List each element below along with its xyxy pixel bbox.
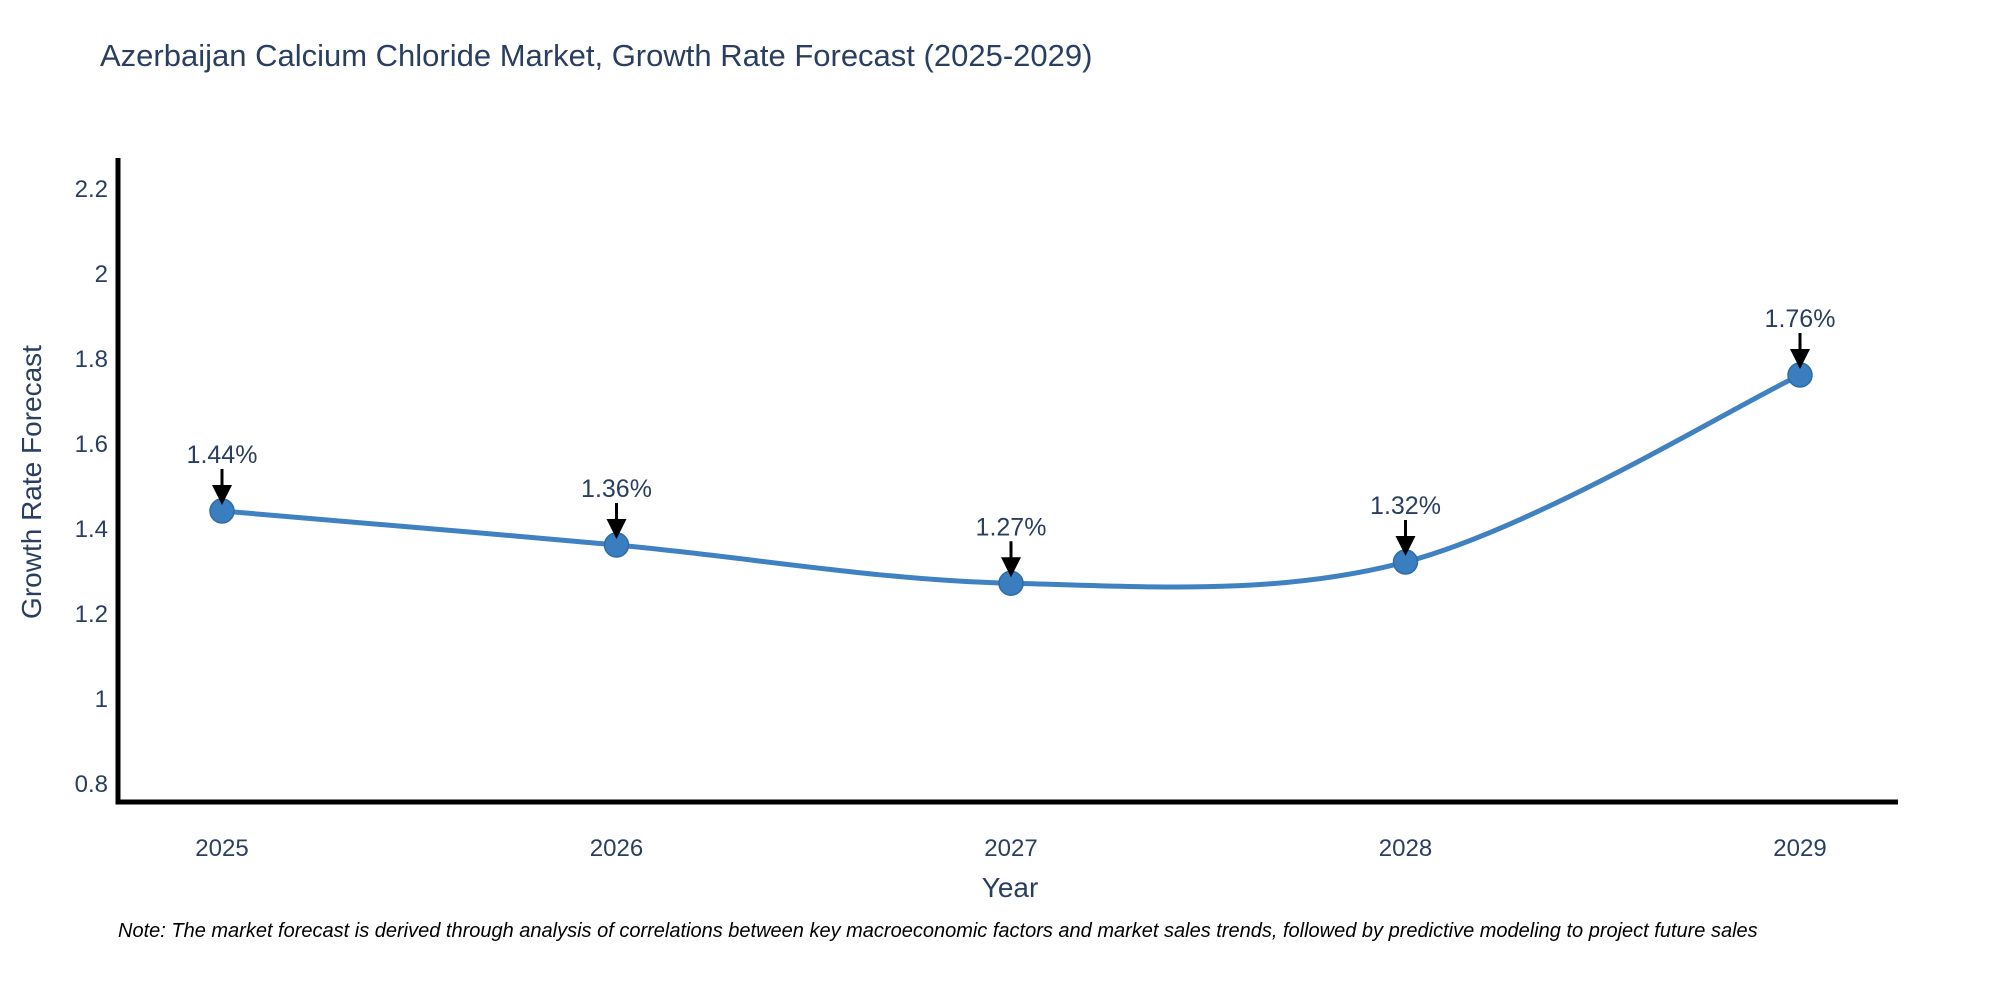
chart-title: Azerbaijan Calcium Chloride Market, Grow…	[100, 38, 1093, 73]
point-annotations: 1.44% 1.36% 1.27% 1.32% 1.76%	[187, 305, 1836, 578]
x-axis-title: Year	[981, 872, 1039, 903]
footnote: Note: The market forecast is derived thr…	[118, 920, 1758, 942]
y-tick-label: 1	[95, 686, 108, 713]
y-tick-label: 1.2	[75, 601, 108, 628]
point-annotation-label: 1.76%	[1765, 305, 1836, 333]
x-tick-label: 2026	[590, 835, 643, 862]
point-annotation-label: 1.36%	[581, 475, 652, 503]
y-tick-label: 0.8	[75, 771, 108, 798]
y-tick-label: 2.2	[75, 176, 108, 203]
axes	[115, 158, 1898, 805]
x-tick-label: 2029	[1773, 835, 1826, 862]
x-tick-label: 2025	[195, 835, 248, 862]
y-tick-label: 1.4	[75, 516, 108, 543]
point-annotation-label: 1.32%	[1370, 492, 1441, 520]
y-tick-label: 1.6	[75, 431, 108, 458]
point-annotation-label: 1.44%	[187, 441, 258, 469]
x-tick-label: 2028	[1379, 835, 1432, 862]
y-axis-title: Growth Rate Forecast	[16, 345, 47, 619]
annotation-arrow-head-icon	[212, 485, 232, 505]
x-axis-tick-labels: 2025 2026 2027 2028 2029	[195, 835, 1826, 862]
y-tick-label: 1.8	[75, 346, 108, 373]
annotation-arrow-head-icon	[1395, 536, 1416, 556]
annotation-arrow-head-icon	[1790, 349, 1810, 369]
annotation-arrow-head-icon	[1001, 557, 1021, 578]
data-point-markers	[209, 362, 1813, 596]
y-tick-label: 2	[95, 261, 108, 288]
x-tick-label: 2027	[984, 835, 1037, 862]
y-axis-tick-labels: 0.8 1 1.2 1.4 1.6 1.8 2 2.2	[75, 176, 108, 798]
annotation-arrow-head-icon	[606, 519, 627, 539]
point-annotation-label: 1.27%	[976, 513, 1047, 541]
